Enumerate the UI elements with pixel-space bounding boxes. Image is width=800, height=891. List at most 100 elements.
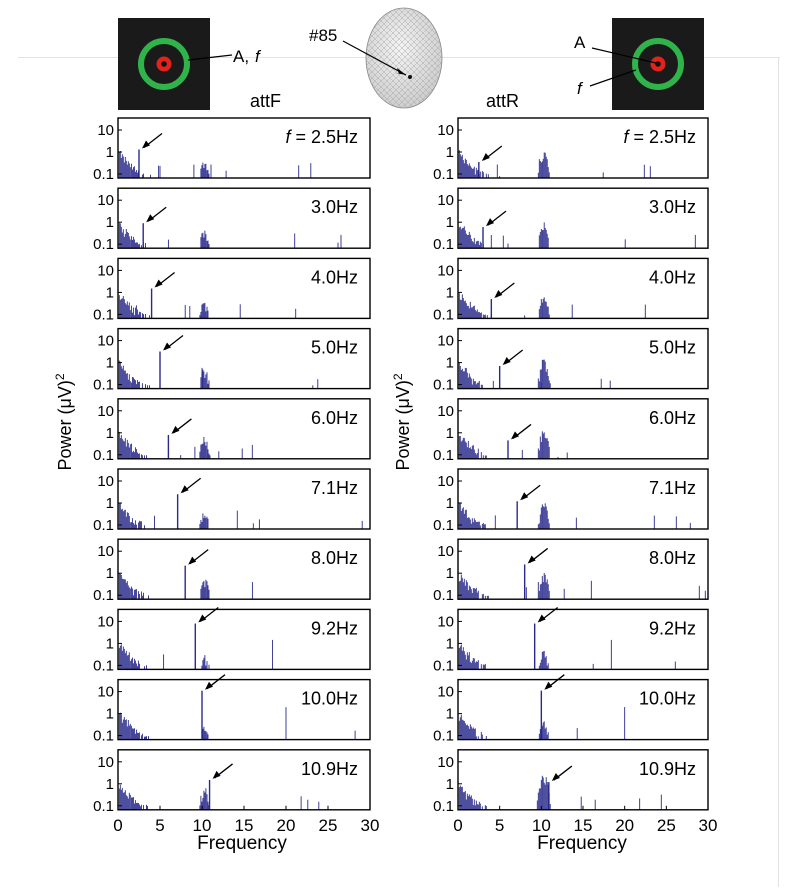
left-stimulus-icon: A, f	[118, 18, 262, 110]
left-ytick-label-1-1: 1	[106, 144, 114, 161]
left-ytick-label-5-2: 0.1	[93, 447, 114, 464]
right-freq-label-7: 8.0Hz	[649, 548, 696, 568]
left-spectrum-2	[118, 222, 342, 249]
right-xtick-label-3: 15	[574, 816, 593, 835]
right-ytick-label-9-0: 10	[437, 684, 454, 701]
right-ytick-label-10-0: 10	[437, 754, 454, 771]
left-freq-label-5: 6.0Hz	[311, 408, 358, 428]
left-arrow-head-7	[188, 556, 197, 565]
left-ytick-label-7-2: 0.1	[93, 587, 114, 604]
left-panel-frame-5	[117, 398, 371, 460]
left-panel-frame-7	[117, 538, 371, 600]
right-ytick-label-6-2: 0.1	[433, 517, 454, 534]
left-ytick-label-2-1: 1	[106, 214, 114, 231]
left-freq-label-4: 5.0Hz	[311, 338, 358, 358]
left-column-header: attF	[250, 91, 281, 111]
right-panel-frame-2	[457, 187, 709, 249]
right-arrow-head-8	[537, 614, 546, 623]
left-ytick-label-2-0: 10	[97, 192, 114, 209]
right-ylabel: Power (μV)2	[391, 373, 413, 470]
left-panel-4: 10 1 0.1 5.0Hz	[93, 327, 371, 394]
left-ytick-label-5-0: 10	[97, 403, 114, 420]
right-freq-label-3: 4.0Hz	[649, 267, 696, 287]
right-arrow-head-4	[502, 357, 511, 366]
right-ytick-label-2-0: 10	[437, 192, 454, 209]
head-model-icon: #85	[309, 7, 443, 109]
left-spectrum-7	[118, 565, 253, 600]
left-panel-frame-6	[117, 468, 371, 530]
left-freq-label-7: 8.0Hz	[311, 548, 358, 568]
left-spectrum-5	[118, 431, 253, 459]
left-xlabel: Frequency	[197, 833, 287, 854]
right-panel-2: 10 1 0.1 3.0Hz	[433, 187, 709, 253]
right-ytick-label-4-0: 10	[437, 333, 454, 350]
right-freq-label-10: 10.9Hz	[639, 759, 696, 779]
right-ytick-label-1-0: 10	[437, 122, 454, 139]
right-panel-frame-6	[457, 468, 709, 530]
electrode-label: #85	[309, 26, 337, 45]
right-xtick-label-6: 30	[699, 816, 718, 835]
left-arrow-head-6	[180, 485, 189, 494]
right-ytick-label-10-1: 1	[446, 776, 454, 793]
right-xtick-label-0: 0	[453, 816, 462, 835]
right-ytick-label-5-0: 10	[437, 403, 454, 420]
left-arrow-head-2	[146, 214, 155, 223]
left-ytick-label-8-0: 10	[97, 613, 114, 630]
right-stimulus-pointer-a	[591, 47, 657, 64]
left-panel-frame-4	[117, 327, 371, 390]
right-freq-label-9: 10.0Hz	[639, 689, 696, 709]
left-panel-9: 10 1 0.1 10.0Hz	[93, 674, 371, 745]
right-spectrum-4	[458, 359, 611, 389]
right-spectrum-7	[458, 564, 706, 600]
left-panel-8: 10 1 0.1 9.2Hz	[93, 607, 371, 674]
left-panel-frame-3	[117, 257, 371, 320]
right-ytick-label-8-2: 0.1	[433, 657, 454, 674]
right-stimulus-fixation	[655, 61, 661, 67]
left-ytick-label-1-2: 0.1	[93, 166, 114, 183]
right-ytick-label-2-1: 1	[446, 214, 454, 231]
left-xtick-label-6: 30	[361, 816, 380, 835]
left-freq-label-9: 10.0Hz	[301, 689, 358, 709]
right-panel-frame-4	[457, 327, 709, 390]
right-ytick-label-7-1: 1	[446, 565, 454, 582]
left-ytick-label-8-1: 1	[106, 635, 114, 652]
left-xtick-label-2: 10	[193, 816, 212, 835]
left-spectrum-4	[118, 351, 319, 389]
left-xtick-label-0: 0	[113, 816, 122, 835]
left-panel-frame-8	[117, 608, 371, 671]
left-panel-frame-1	[117, 117, 371, 179]
left-ytick-label-7-1: 1	[106, 565, 114, 582]
right-spectrum-10	[458, 775, 662, 810]
left-ytick-label-4-2: 0.1	[93, 377, 114, 394]
right-panel-7: 10 1 0.1 8.0Hz	[433, 538, 709, 604]
right-xtick-label-4: 20	[615, 816, 634, 835]
left-panel-frame-9	[117, 678, 371, 741]
left-ytick-label-9-0: 10	[97, 684, 114, 701]
right-panel-9: 10 1 0.1 10.0Hz	[433, 674, 709, 745]
right-ytick-label-9-1: 1	[446, 706, 454, 723]
right-panel-5: 10 1 0.1 6.0Hz	[433, 398, 709, 464]
left-panel-7: 10 1 0.1 8.0Hz	[93, 538, 371, 604]
left-ytick-label-4-0: 10	[97, 333, 114, 350]
right-stimulus-ring	[632, 38, 684, 90]
right-ytick-label-7-2: 0.1	[433, 587, 454, 604]
left-ytick-label-7-0: 10	[97, 543, 114, 560]
left-xtick-label-4: 20	[277, 816, 296, 835]
right-column-header: attR	[486, 91, 519, 111]
left-xtick-label-5: 25	[319, 816, 338, 835]
left-panel-10: 10 1 0.1 10.9Hz 0 5 10 15 20 25 30	[93, 749, 380, 835]
left-freq-label-2: 3.0Hz	[311, 197, 358, 217]
left-stimulus-label-f: f	[255, 47, 262, 66]
left-ytick-label-10-1: 1	[106, 776, 114, 793]
left-ytick-label-6-2: 0.1	[93, 517, 114, 534]
left-ytick-label-6-0: 10	[97, 473, 114, 490]
left-arrow-head-10	[212, 770, 221, 779]
left-arrow-head-3	[154, 279, 163, 288]
left-ytick-label-3-2: 0.1	[93, 306, 114, 323]
right-panel-frame-9	[457, 678, 709, 741]
left-xtick-label-1: 5	[155, 816, 164, 835]
right-ytick-label-3-2: 0.1	[433, 306, 454, 323]
right-spectrum-3	[458, 293, 646, 319]
left-freq-label-10: 10.9Hz	[301, 759, 358, 779]
left-panel-2: 10 1 0.1 3.0Hz	[93, 187, 371, 253]
